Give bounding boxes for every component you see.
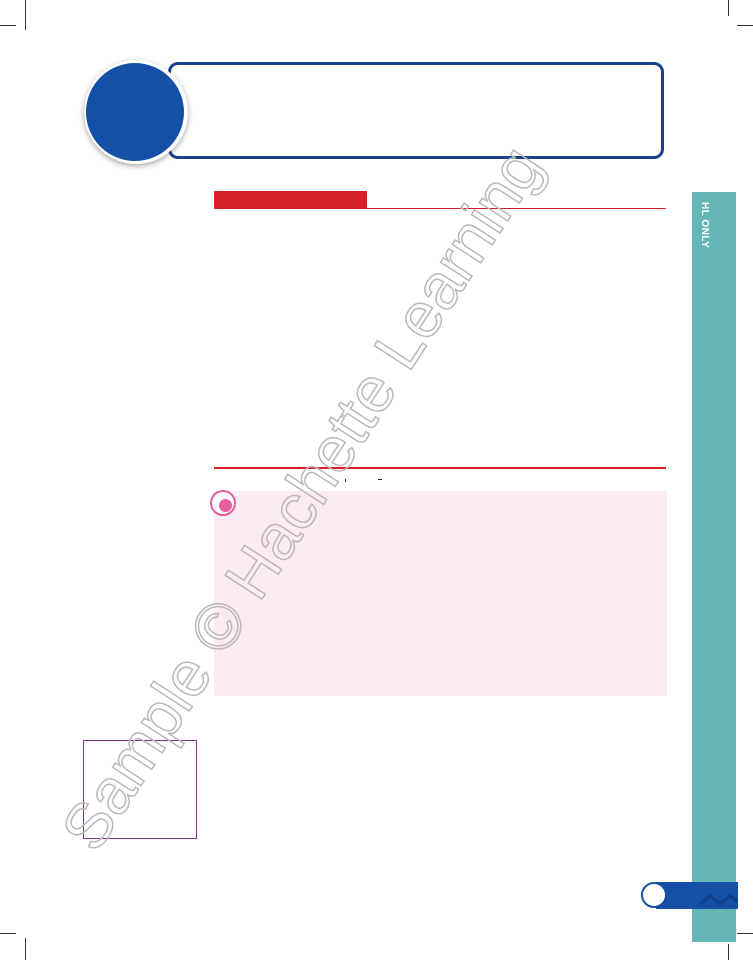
crop-mark-bottom-left-v: [25, 938, 26, 960]
page-number-circle-icon: [641, 882, 667, 908]
note-marker-icon: [219, 499, 232, 512]
page-band-chevrons-icon: [699, 894, 738, 906]
divider-tick-left: [345, 479, 346, 482]
crop-mark-top-right-v: [728, 0, 729, 16]
page-number-band: [656, 882, 738, 909]
crop-mark-top-right-h: [737, 25, 753, 26]
section-heading-tab: [214, 191, 367, 208]
chapter-badge-icon: [86, 63, 184, 161]
crop-mark-bottom-left-h: [0, 933, 16, 934]
divider-tick-right: [378, 479, 382, 480]
crop-mark-top-left-v: [25, 0, 26, 30]
margin-box: [83, 740, 197, 839]
crop-mark-bottom-right-h: [737, 933, 753, 934]
section-divider: [214, 467, 666, 469]
crop-mark-top-left-h: [0, 25, 16, 26]
chapter-title-frame: [168, 62, 664, 159]
crop-mark-bottom-right-v: [728, 944, 729, 960]
note-box: [214, 491, 667, 696]
hl-only-side-tab: [692, 192, 736, 942]
section-heading-rule: [214, 208, 666, 209]
side-tab-label: HL ONLY: [699, 202, 710, 249]
